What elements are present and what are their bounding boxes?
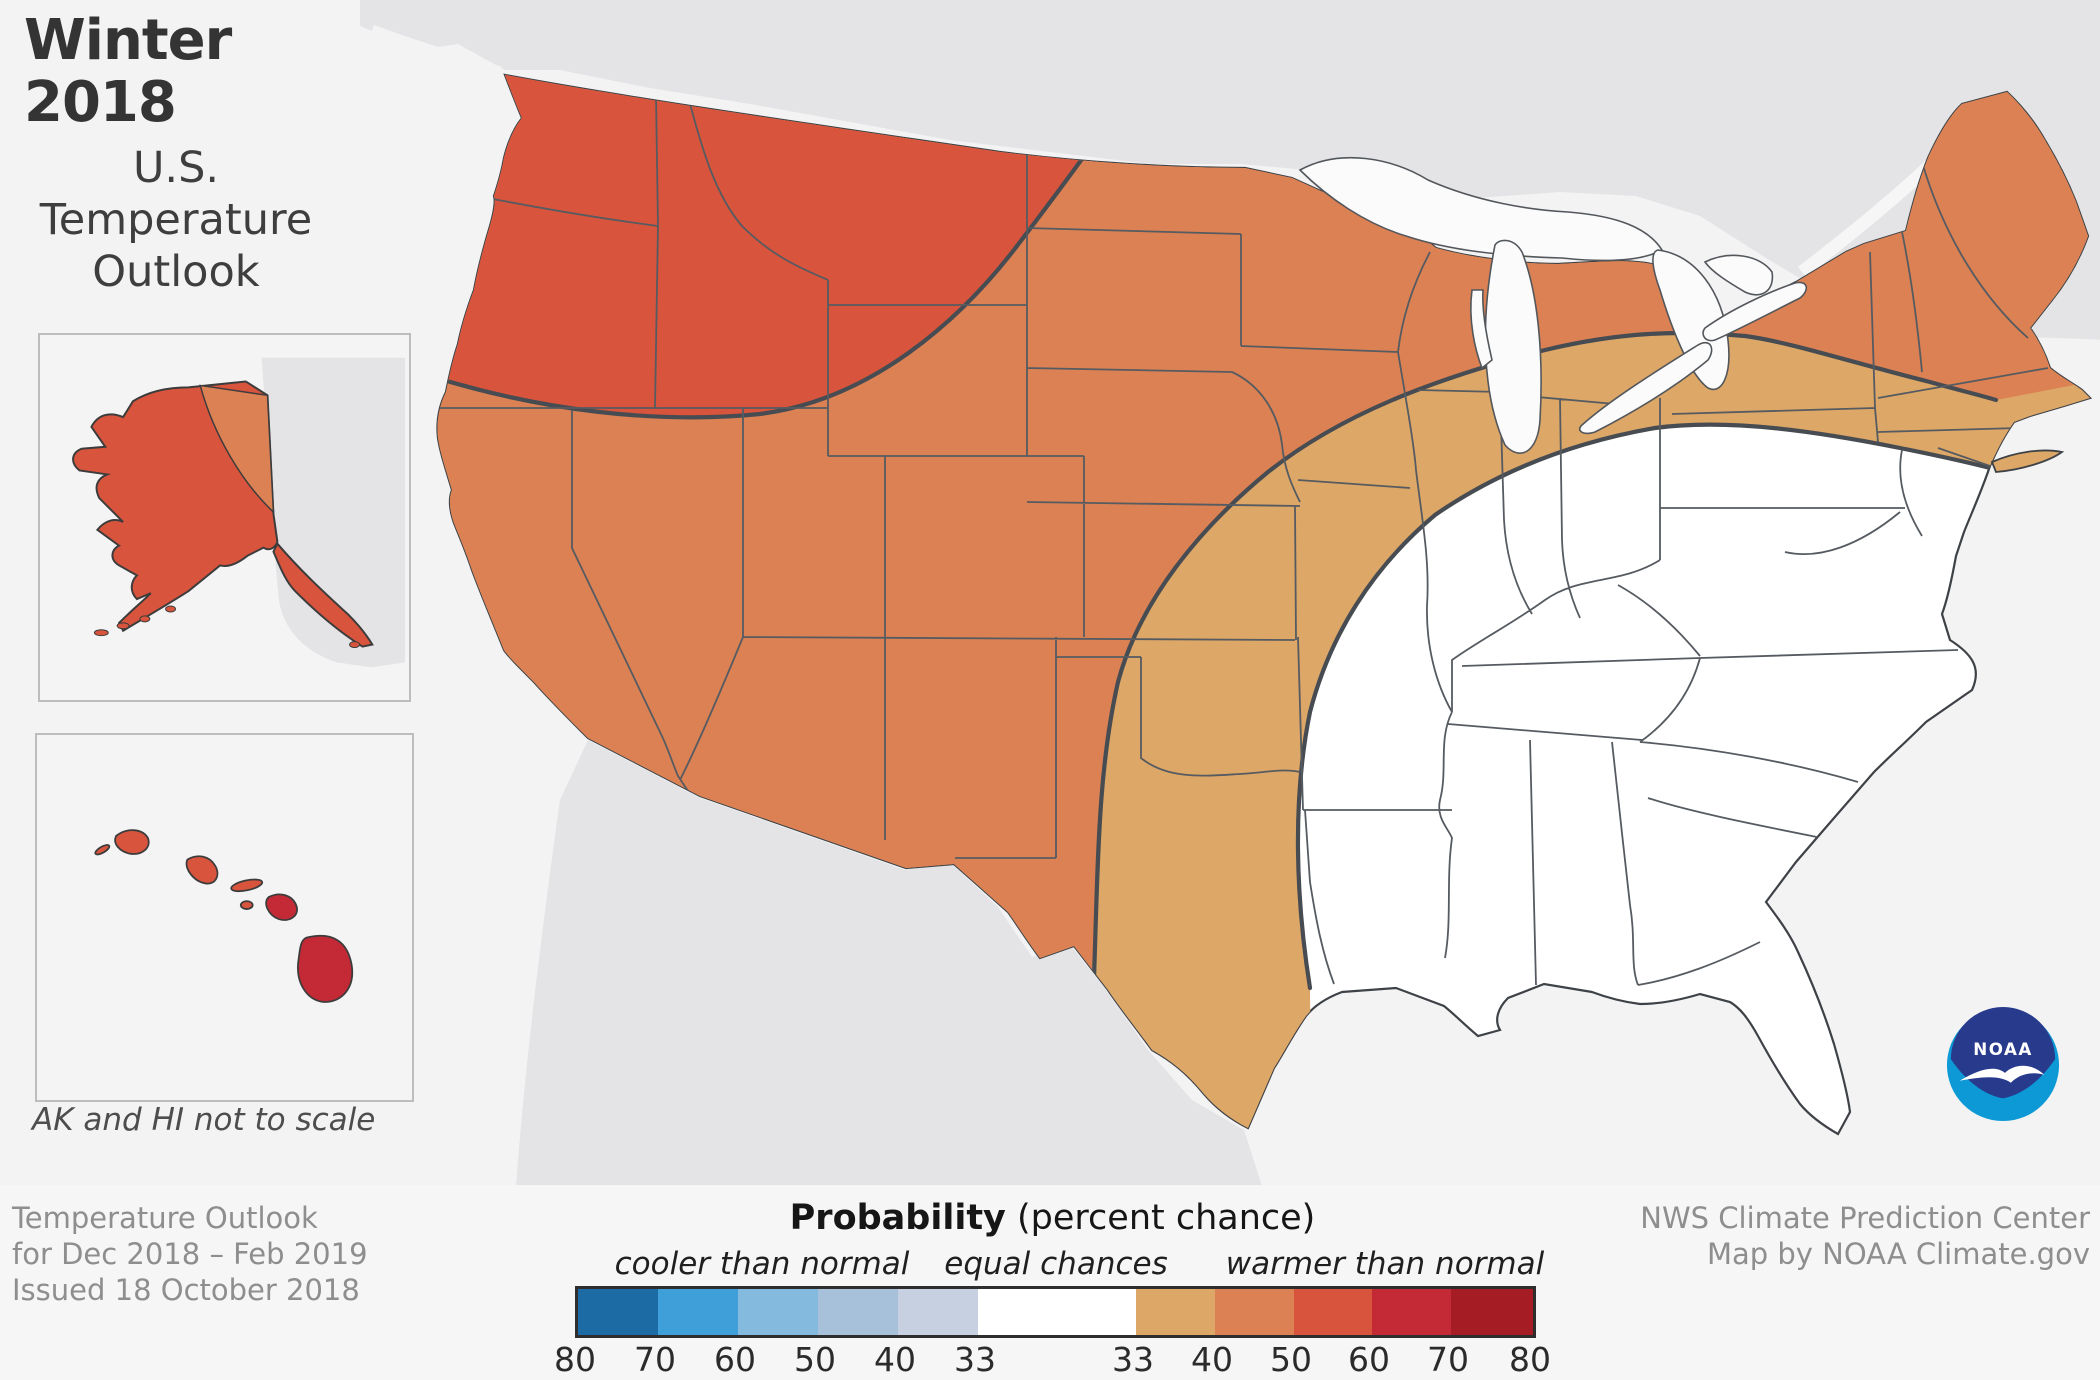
colorbar-segment-warm-70-80 bbox=[1451, 1289, 1533, 1335]
alaska-inset bbox=[38, 333, 411, 702]
zone-warmer-50-60 bbox=[437, 75, 1140, 420]
footer-left: Temperature Outlook for Dec 2018 – Feb 2… bbox=[12, 1200, 368, 1308]
tick-label: 70 bbox=[1427, 1340, 1469, 1379]
legend-title: Probability (percent chance) bbox=[575, 1198, 1530, 1238]
green-bay bbox=[1470, 289, 1493, 370]
title-block: Winter 2018 U.S. Temperature Outlook bbox=[8, 6, 344, 298]
state-borders bbox=[437, 95, 2049, 986]
legend-label-warmer: warmer than normal bbox=[1225, 1246, 1545, 1282]
page-subtitle-temperature: Temperature bbox=[39, 195, 313, 245]
alaska-map bbox=[72, 357, 405, 668]
georgian-bay bbox=[1703, 254, 1774, 296]
hawaii-map bbox=[94, 829, 354, 1003]
mexico-landmass bbox=[516, 740, 1262, 1185]
lake-ontario bbox=[1702, 281, 1808, 342]
page-subtitle-us: U.S. bbox=[132, 143, 220, 193]
seagull-icon bbox=[1959, 1065, 2045, 1083]
tick-label: 60 bbox=[1348, 1340, 1390, 1379]
legend-title-bold: Probability bbox=[789, 1198, 1006, 1238]
footer-right-line2: Map by NOAA Climate.gov bbox=[1706, 1237, 2090, 1271]
legend-ticks: 80 70 60 50 40 33 33 40 50 60 70 80 bbox=[554, 1340, 1551, 1380]
tick-label: 80 bbox=[1509, 1340, 1551, 1379]
colorbar-segment-warm-60-70 bbox=[1372, 1289, 1451, 1335]
us-temperature-outlook-map bbox=[360, 0, 2100, 1185]
colorbar-segment-cool-50-40 bbox=[818, 1289, 898, 1335]
tick-label: 33 bbox=[1112, 1340, 1154, 1379]
colorbar-segment-cool-70-60 bbox=[658, 1289, 738, 1335]
alaska-orange-wedge bbox=[199, 384, 275, 514]
tick-label: 70 bbox=[634, 1340, 676, 1379]
footer-left-line1: Temperature Outlook bbox=[12, 1201, 318, 1235]
strait-of-juan-de-fuca bbox=[370, 24, 502, 78]
alaska-panhandle bbox=[272, 541, 374, 648]
colorbar-segment-cool-80-70 bbox=[578, 1289, 658, 1335]
tick-label: 40 bbox=[1191, 1340, 1233, 1379]
tick-label: 33 bbox=[954, 1340, 996, 1379]
lake-erie bbox=[1578, 341, 1713, 435]
tick-label: 80 bbox=[554, 1340, 596, 1379]
noaa-logo: NOAA bbox=[1946, 1006, 2060, 1122]
tick-label: 50 bbox=[794, 1340, 836, 1379]
legend-title-rest: (percent chance) bbox=[1005, 1198, 1316, 1238]
colorbar-segment-cool-40-33 bbox=[898, 1289, 978, 1335]
canada-landmass bbox=[360, 0, 2100, 340]
footer-left-line2: for Dec 2018 – Feb 2019 bbox=[12, 1237, 368, 1271]
tick-label: 50 bbox=[1270, 1340, 1312, 1379]
colorbar-segment-warm-50-60 bbox=[1294, 1289, 1372, 1335]
colorbar-segment-cool-60-50 bbox=[738, 1289, 818, 1335]
inset-caption: AK and HI not to scale bbox=[32, 1102, 376, 1138]
probability-colorbar bbox=[575, 1286, 1536, 1338]
colorbar-segment-warm-40-50 bbox=[1215, 1289, 1294, 1335]
aleutian-islands bbox=[93, 605, 360, 649]
hawaii-inset bbox=[35, 733, 414, 1102]
tick-label: 40 bbox=[874, 1340, 916, 1379]
footer-left-line3: Issued 18 October 2018 bbox=[12, 1273, 360, 1307]
noaa-logo-text: NOAA bbox=[1973, 1039, 2032, 1059]
great-lakes bbox=[1298, 156, 1808, 454]
legend-label-cooler: cooler than normal bbox=[614, 1246, 910, 1282]
long-island bbox=[1990, 449, 2065, 473]
colorbar-segment-equal-chances bbox=[978, 1289, 1136, 1335]
page-title: Winter 2018 bbox=[24, 8, 232, 135]
legend-label-equal: equal chances bbox=[944, 1246, 1168, 1282]
tick-label: 60 bbox=[714, 1340, 756, 1379]
hawaii-islands bbox=[94, 829, 354, 1003]
footer-right: NWS Climate Prediction Center Map by NOA… bbox=[1640, 1200, 2090, 1272]
page-subtitle-outlook: Outlook bbox=[92, 247, 260, 297]
footer-right-line1: NWS Climate Prediction Center bbox=[1640, 1201, 2090, 1235]
colorbar-segment-warm-33-40 bbox=[1136, 1289, 1215, 1335]
